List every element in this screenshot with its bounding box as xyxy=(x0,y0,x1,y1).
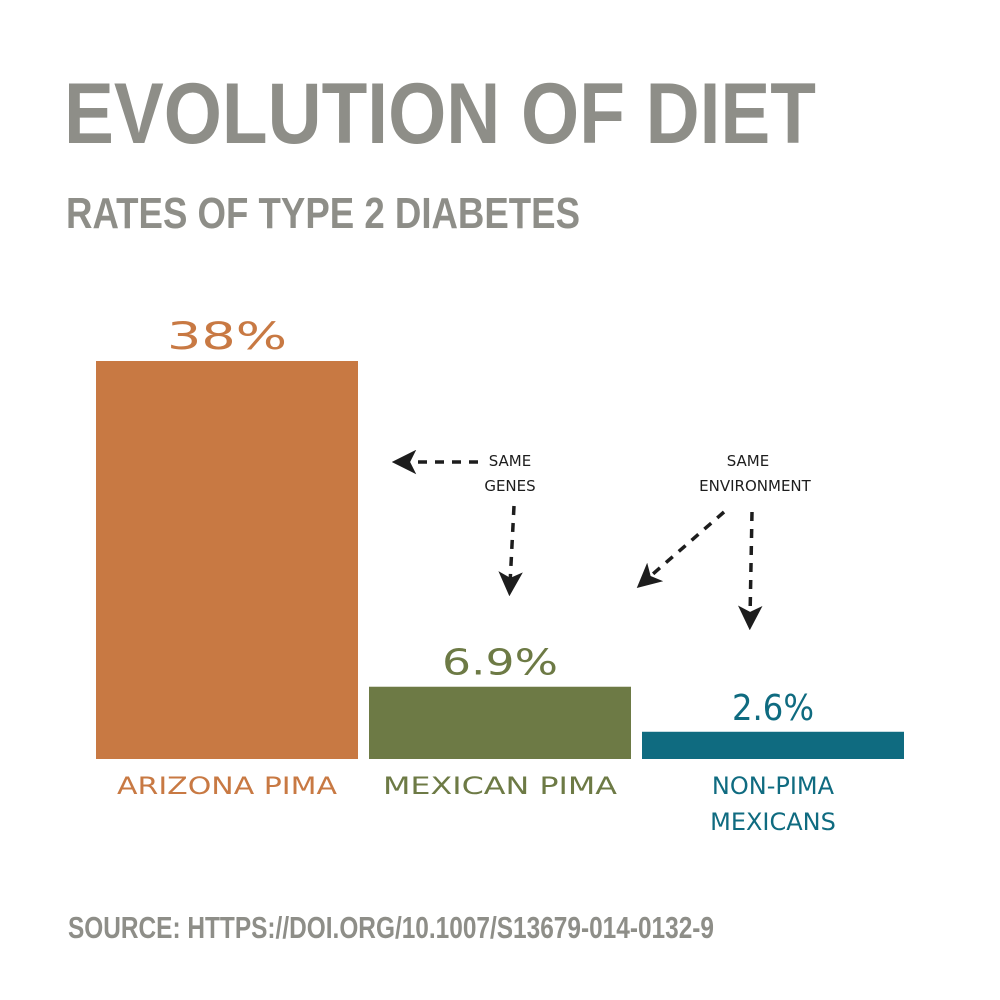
category-label-2: MEXICAN PIMA xyxy=(383,772,618,800)
same-environment-annotation: SAME ENVIRONMENT xyxy=(636,452,812,631)
same-genes-line-2: GENES xyxy=(484,477,535,495)
category-label-1-line-1: ARIZONA PIMA xyxy=(117,772,338,800)
source-text: SOURCE: HTTPS://DOI.ORG/10.1007/S13679-0… xyxy=(68,910,714,945)
category-label-1: ARIZONA PIMA xyxy=(117,772,338,800)
same-genes-annotation: SAME GENES xyxy=(391,449,536,597)
same-environment-line-2: ENVIRONMENT xyxy=(699,477,811,495)
bar-value-label-1: 38% xyxy=(167,315,287,358)
category-label-2-line-1: MEXICAN PIMA xyxy=(383,772,618,800)
same-environment-down-arrow xyxy=(737,511,763,631)
chart-subtitle: RATES OF TYPE 2 DIABETES xyxy=(66,189,580,238)
bars-layer: 38% ARIZONA PIMA 6.9% MEXICAN PIMA 2.6% NON-P… xyxy=(96,315,904,836)
same-environment-left-arrow xyxy=(636,510,726,589)
category-label-3-line-2: MEXICANS xyxy=(710,808,836,836)
bar-1 xyxy=(96,361,358,759)
bar-3 xyxy=(642,731,904,759)
bar-value-label-3: 2.6% xyxy=(732,688,814,729)
annotations-layer: SAME GENES SAME ENVIRONMENT xyxy=(391,449,812,631)
chart-title: EVOLUTION OF DIET xyxy=(64,66,816,162)
same-genes-line-1: SAME xyxy=(489,452,531,470)
bar-2 xyxy=(369,686,631,759)
category-label-3: NON-PIMA MEXICANS xyxy=(710,772,836,836)
bar-value-label-2: 6.9% xyxy=(442,643,558,684)
same-genes-down-arrow xyxy=(498,505,523,597)
category-label-3-line-1: NON-PIMA xyxy=(712,772,835,800)
same-environment-line-1: SAME xyxy=(727,452,769,470)
